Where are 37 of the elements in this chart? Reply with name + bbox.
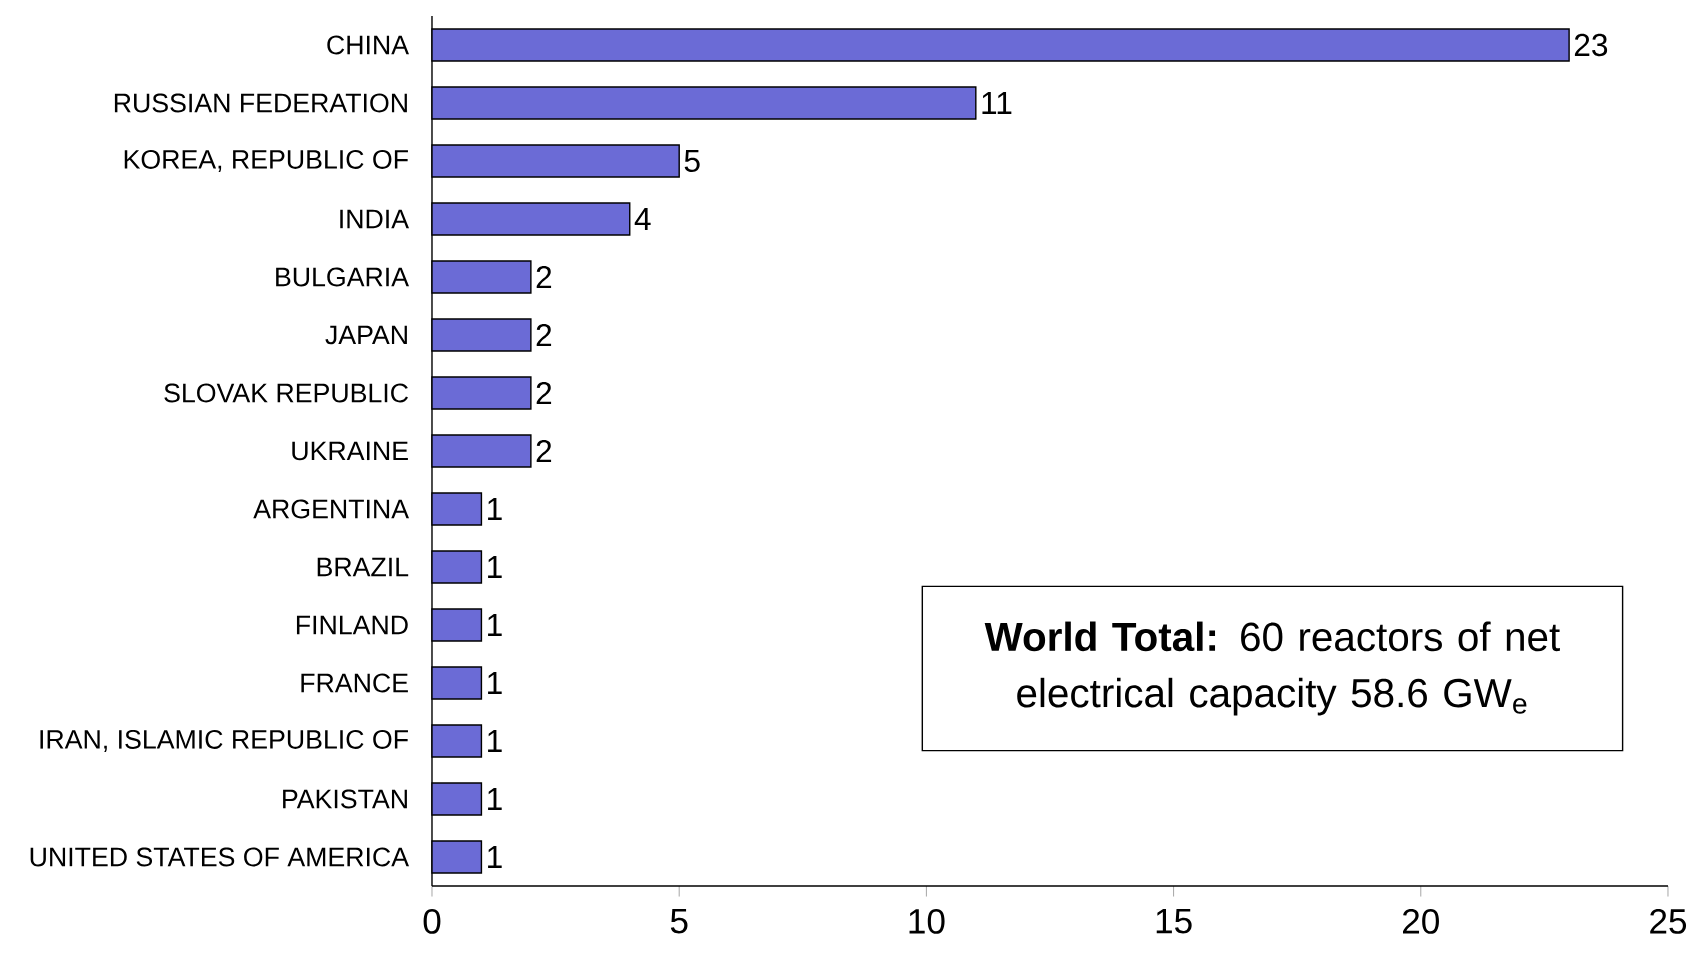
x-tick-label: 20 xyxy=(1403,908,1439,934)
annotation: World Total: 60 reactors of net electrical capacity 58.6 GW$_{e}$ xyxy=(984,621,1560,716)
data-label: 1 xyxy=(488,498,502,520)
y-tick-label: KOREA, REPUBLIC OF xyxy=(124,149,408,173)
data-label: 5 xyxy=(684,149,700,173)
y-tick-label: CHINA xyxy=(327,35,410,55)
y-tick-label: BRAZIL xyxy=(317,557,409,577)
data-label: 2 xyxy=(536,439,552,463)
x-tick-label: 10 xyxy=(909,908,945,934)
y-tick-label: UKRAINE xyxy=(292,441,408,461)
y-tick-label: PAKISTAN xyxy=(283,789,407,809)
data-label: 2 xyxy=(536,265,552,289)
data-label: 2 xyxy=(536,381,552,405)
x-tick-label: 25 xyxy=(1650,908,1687,934)
y-tick-label: UNITED STATES OF AMERICA xyxy=(30,847,410,867)
y-tick-label: SLOVAK REPUBLIC xyxy=(164,383,409,403)
y-tick-label: JAPAN xyxy=(325,325,407,345)
y-tick-label: ARGENTINA xyxy=(253,499,410,519)
y-tick-label: IRAN, ISLAMIC REPUBLIC OF xyxy=(40,729,408,753)
y-tick-label: INDIA xyxy=(340,209,410,229)
data-label: 4 xyxy=(634,208,651,230)
data-label: 11 xyxy=(982,92,1012,114)
y-tick-label: FINLAND xyxy=(296,615,408,635)
data-label: 1 xyxy=(488,614,502,636)
data-label: 2 xyxy=(536,323,552,347)
data-label: 1 xyxy=(488,556,502,578)
data-label: 1 xyxy=(488,788,502,810)
x-tick-label: 5 xyxy=(670,908,688,934)
data-label: 1 xyxy=(488,672,502,694)
y-tick-label: FRANCE xyxy=(301,673,408,693)
data-label: 23 xyxy=(1574,33,1608,57)
data-label: 1 xyxy=(488,730,502,752)
x-tick-label: 0 xyxy=(423,908,441,934)
y-tick-label: RUSSIAN FEDERATION xyxy=(114,93,407,113)
data-label: 1 xyxy=(488,846,502,868)
x-tick-label: 15 xyxy=(1156,908,1192,934)
y-tick-label: BULGARIA xyxy=(276,267,410,287)
